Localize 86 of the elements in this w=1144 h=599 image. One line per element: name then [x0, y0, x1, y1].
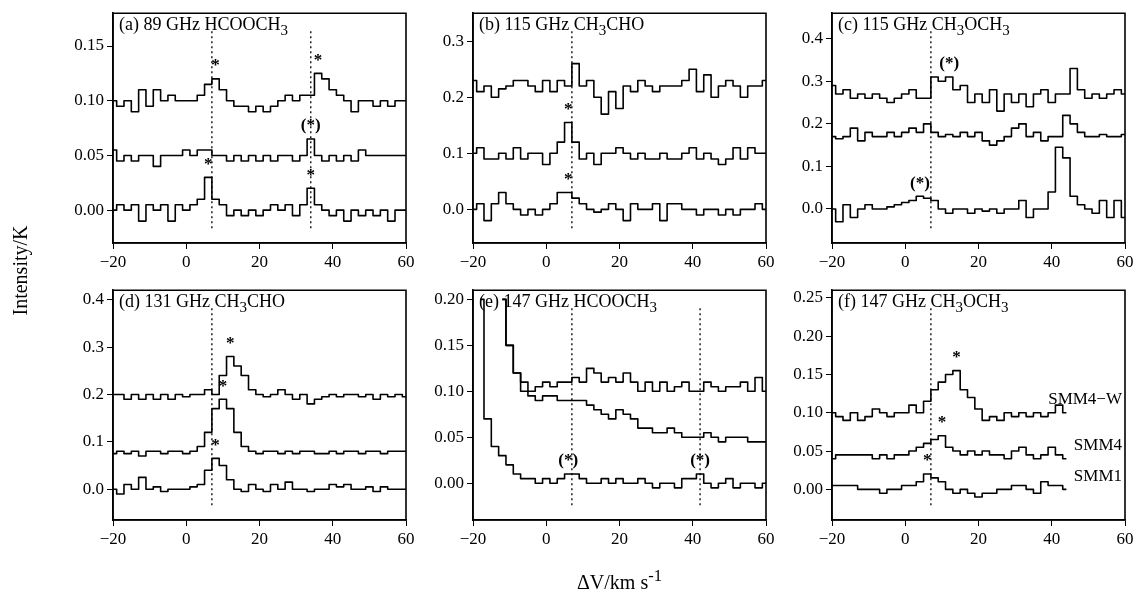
y-tick-label: 0.4 [82, 289, 105, 309]
x-tick-label: 40 [324, 251, 342, 271]
y-tick-label: 0.10 [434, 380, 464, 400]
y-tick-label: 0.1 [82, 431, 104, 451]
chart-title: (f) 147 GHz CH$_{3}$OCH$_{3}$ [838, 291, 1009, 316]
y-tick-label: 0.1 [801, 155, 823, 175]
x-tick-label: 60 [397, 528, 415, 548]
y-tick-label: 0.3 [442, 30, 464, 50]
x-tick-label: 60 [1116, 528, 1134, 548]
y-tick-label: 0.0 [82, 478, 104, 498]
x-tick-label: 40 [684, 528, 702, 548]
x-axis-title: ΔV/km s$^{-1}$ [577, 566, 663, 594]
x-tick-label: 0 [542, 528, 551, 548]
y-tick-label: 0.20 [793, 325, 823, 345]
y-tick-label: 0.2 [801, 113, 823, 133]
chart-title: (b) 115 GHz CH$_{3}$CHO [479, 14, 645, 39]
x-tick-label: 20 [251, 528, 268, 548]
series-label: SMM4 [1073, 435, 1123, 455]
chart-title: (a) 89 GHz HCOOCH$_{3}$ [119, 14, 288, 39]
x-tick-label: −20 [818, 528, 846, 548]
y-tick-label: 0.15 [74, 35, 104, 55]
x-tick-label: −20 [99, 528, 127, 548]
x-tick-label: 20 [970, 251, 987, 271]
annotation: * [313, 49, 323, 69]
x-tick-label: 40 [324, 528, 342, 548]
x-tick-label: −20 [99, 251, 127, 271]
y-axis-title: Intensity/K [8, 225, 32, 315]
annotation: (*) [300, 115, 321, 135]
x-tick-label: 20 [970, 528, 987, 548]
annotation: (*) [558, 450, 579, 470]
x-tick-label: 40 [1043, 251, 1061, 271]
x-tick-label: 20 [611, 251, 628, 271]
annotation: * [218, 375, 228, 395]
series-label: SMM1 [1073, 465, 1122, 485]
y-tick-label: 0.25 [793, 287, 823, 307]
y-tick-label: 0.4 [801, 28, 824, 48]
y-tick-label: 0.10 [793, 402, 823, 422]
x-tick-label: 0 [182, 251, 191, 271]
x-tick-label: 0 [901, 528, 910, 548]
y-tick-label: 0.2 [82, 383, 104, 403]
annotation: * [306, 164, 316, 184]
x-tick-label: 0 [182, 528, 191, 548]
y-tick-label: 0.0 [442, 198, 464, 218]
x-tick-label: 40 [1043, 528, 1061, 548]
series-label: SMM4−W [1048, 389, 1123, 409]
annotation: * [952, 347, 961, 367]
y-tick-label: 0.05 [74, 144, 104, 164]
x-tick-label: 0 [901, 251, 910, 271]
y-tick-label: 0.05 [793, 440, 823, 460]
annotation: * [563, 98, 573, 118]
annotation: (*) [939, 53, 960, 73]
x-tick-label: 60 [757, 251, 775, 271]
y-tick-label: 0.00 [74, 199, 104, 219]
chart-title: (d) 131 GHz CH$_{3}$CHO [119, 291, 285, 316]
annotation: * [563, 168, 573, 188]
annotation: * [922, 450, 932, 470]
x-tick-label: −20 [459, 528, 487, 548]
x-tick-label: 40 [684, 251, 702, 271]
annotation: * [203, 153, 213, 173]
x-tick-label: 0 [542, 251, 551, 271]
annotation: * [225, 332, 235, 352]
x-tick-label: 60 [397, 251, 415, 271]
annotation: (*) [690, 450, 710, 470]
x-tick-label: 20 [611, 528, 628, 548]
y-tick-label: 0.15 [434, 334, 464, 354]
y-tick-label: 0.05 [434, 426, 464, 446]
chart-title: (c) 115 GHz CH$_{3}$OCH$_{3}$ [838, 14, 1010, 39]
annotation: (*) [909, 172, 930, 192]
y-tick-label: 0.10 [74, 90, 104, 110]
annotation: * [937, 412, 947, 432]
y-tick-label: 0.0 [801, 198, 823, 218]
y-tick-label: 0.00 [793, 478, 823, 498]
y-tick-label: 0.20 [434, 288, 464, 308]
x-tick-label: 60 [1116, 251, 1134, 271]
y-tick-label: 0.3 [82, 336, 104, 356]
y-tick-label: 0.1 [442, 142, 464, 162]
y-tick-label: 0.15 [793, 363, 823, 383]
x-tick-label: −20 [818, 251, 846, 271]
y-tick-label: 0.2 [442, 86, 464, 106]
y-tick-label: 0.00 [434, 472, 464, 492]
x-tick-label: −20 [459, 251, 487, 271]
annotation: * [211, 434, 220, 454]
y-tick-label: 0.3 [801, 70, 823, 90]
x-tick-label: 60 [757, 528, 775, 548]
x-tick-label: 20 [251, 251, 268, 271]
annotation: * [211, 55, 220, 75]
